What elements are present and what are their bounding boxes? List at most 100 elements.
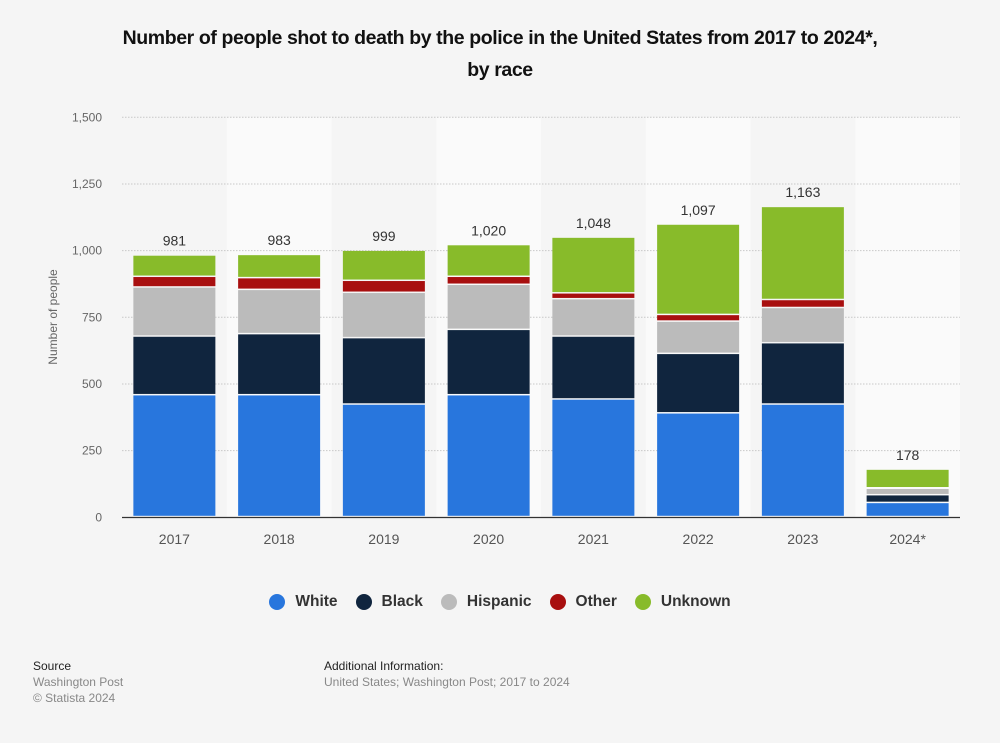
legend-label: Black (381, 593, 423, 610)
total-label: 999 (372, 228, 396, 244)
legend-dot-icon (549, 594, 566, 610)
x-tick-label: 2023 (787, 531, 818, 547)
copyright: © Statista 2024 (33, 691, 116, 705)
y-axis-title: Number of people (46, 269, 60, 365)
bar-segment-white[interactable] (657, 413, 740, 516)
bar-segment-other[interactable] (447, 277, 530, 284)
total-label: 1,163 (785, 184, 820, 200)
x-tick-label: 2019 (368, 531, 399, 547)
bar-segment-white[interactable] (866, 503, 949, 516)
bar-segment-white[interactable] (761, 404, 844, 516)
bar-segment-unknown[interactable] (866, 469, 949, 487)
source-heading: Source (33, 659, 72, 673)
chart-title-line-1: Number of people shot to death by the po… (122, 27, 878, 49)
bar-segment-unknown[interactable] (657, 224, 740, 314)
legend-dot-icon (355, 594, 372, 610)
legend: White Black Hispanic Other Unknown (0, 593, 1000, 611)
bar-segment-black[interactable] (866, 495, 949, 502)
bar-segment-unknown[interactable] (761, 207, 844, 299)
legend-item-hispanic[interactable]: Hispanic (440, 593, 532, 611)
x-tick-label: 2021 (578, 531, 609, 547)
total-label: 1,048 (576, 215, 611, 231)
total-label: 983 (267, 232, 291, 248)
bar-segment-white[interactable] (342, 404, 425, 516)
bar-segment-black[interactable] (657, 354, 740, 413)
additional-info-heading: Additional Information: (324, 659, 444, 673)
bar-segment-other[interactable] (657, 315, 740, 321)
bar-segment-other[interactable] (552, 293, 635, 298)
legend-label: Unknown (660, 593, 731, 610)
bar-segment-hispanic[interactable] (447, 285, 530, 329)
x-tick-label: 2018 (264, 531, 295, 547)
bar-segment-unknown[interactable] (447, 245, 530, 276)
bar-segment-hispanic[interactable] (552, 299, 635, 336)
legend-label: White (295, 593, 338, 610)
x-axis-ticks: 2017 2018 2019 2020 2021 2022 2023 2024* (159, 531, 927, 547)
legend-item-other[interactable]: Other (549, 593, 617, 611)
bar-stack-2022 (657, 224, 740, 516)
additional-info-text: United States; Washington Post; 2017 to … (324, 675, 570, 689)
y-tick-label: 1,500 (72, 110, 102, 124)
bar-segment-hispanic[interactable] (342, 293, 425, 337)
legend-item-white[interactable]: White (269, 593, 338, 611)
bar-stack-2024 (866, 469, 949, 516)
bar-segment-white[interactable] (238, 395, 321, 516)
bar-segment-hispanic[interactable] (133, 287, 216, 336)
total-labels: 981 983 999 1,020 1,048 1,097 1,163 178 (163, 184, 920, 463)
bar-segment-black[interactable] (238, 334, 321, 394)
x-tick-label: 2017 (159, 531, 190, 547)
bar-segment-white[interactable] (552, 399, 635, 516)
legend-item-black[interactable]: Black (355, 593, 423, 611)
bar-segment-black[interactable] (552, 336, 635, 399)
bar-segment-other[interactable] (133, 277, 216, 287)
chart-title: Number of people shot to death by the po… (0, 22, 1000, 86)
total-label: 178 (896, 447, 920, 463)
bar-segment-hispanic[interactable] (866, 489, 949, 494)
bar-segment-unknown[interactable] (238, 255, 321, 277)
bar-stack-2017 (133, 255, 216, 516)
y-tick-label: 250 (82, 444, 102, 458)
y-tick-label: 750 (82, 310, 102, 324)
source-block: Source Washington Post © Statista 2024 (33, 658, 123, 706)
bar-segment-unknown[interactable] (552, 237, 635, 293)
y-axis-ticks: 0 250 500 750 1,000 1,250 1,500 (72, 110, 102, 524)
bar-segment-other[interactable] (342, 281, 425, 292)
bar-stack-2019 (342, 250, 425, 516)
bar-segment-white[interactable] (133, 395, 216, 516)
bar-segment-unknown[interactable] (342, 250, 425, 280)
bar-segment-white[interactable] (447, 395, 530, 516)
bar-segment-hispanic[interactable] (761, 308, 844, 342)
x-tick-label: 2022 (683, 531, 714, 547)
y-tick-label: 1,000 (72, 244, 102, 258)
y-tick-label: 500 (82, 377, 102, 391)
additional-info-block: Additional Information: United States; W… (324, 658, 570, 690)
y-tick-label: 0 (95, 510, 102, 524)
bar-segment-other[interactable] (238, 278, 321, 289)
bars (133, 207, 949, 516)
chart-title-line-2: by race (467, 59, 533, 81)
bar-stack-2023 (761, 207, 844, 516)
bar-segment-hispanic[interactable] (238, 290, 321, 333)
legend-dot-icon (269, 594, 286, 610)
bar-stack-2020 (447, 245, 530, 516)
bar-segment-unknown[interactable] (133, 255, 216, 276)
stacked-bar-chart: 0 250 500 750 1,000 1,250 1,500 Number of peop… (46, 110, 960, 547)
y-tick-label: 1,250 (72, 177, 102, 191)
bar-stack-2021 (552, 237, 635, 516)
bar-segment-black[interactable] (342, 338, 425, 404)
bar-segment-black[interactable] (761, 343, 844, 404)
legend-item-unknown[interactable]: Unknown (634, 593, 731, 611)
x-tick-label: 2024* (889, 531, 926, 547)
source-name: Washington Post (33, 675, 124, 689)
x-tick-label: 2020 (473, 531, 504, 547)
legend-label: Hispanic (466, 593, 532, 610)
bar-segment-black[interactable] (133, 336, 216, 394)
total-label: 1,097 (681, 202, 716, 218)
total-label: 1,020 (471, 222, 506, 238)
legend-label: Other (575, 593, 617, 610)
bar-segment-black[interactable] (447, 330, 530, 394)
legend-dot-icon (634, 594, 651, 610)
bar-segment-other[interactable] (761, 300, 844, 307)
total-label: 981 (163, 233, 187, 249)
bar-segment-hispanic[interactable] (657, 321, 740, 353)
